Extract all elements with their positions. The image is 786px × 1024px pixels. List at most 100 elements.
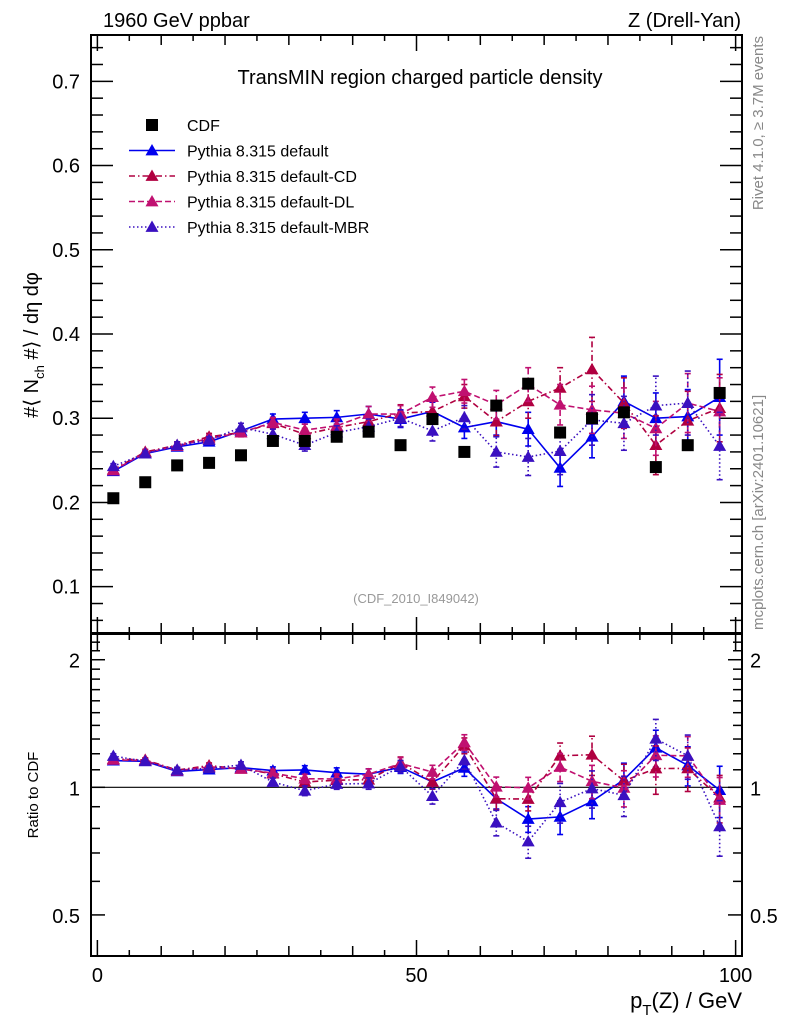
- series-pythia-8-315-default-dl-point: [362, 407, 376, 419]
- series-pythia-8-315-default-mbr-point: [170, 438, 184, 451]
- series-pythia-8-315-default-dl-ratio-point: [713, 793, 727, 805]
- cdf-data-point: [649, 461, 662, 474]
- x-tick-label: 50: [405, 965, 427, 987]
- series-pythia-8-315-default-mbr-point: [425, 424, 439, 436]
- cdf-data-point: [458, 445, 471, 458]
- legend-label: Pythia 8.315 default: [187, 144, 329, 161]
- series-pythia-8-315-default-mbr-point: [106, 459, 120, 472]
- cdf-data-point: [617, 406, 630, 419]
- cdf-data-point: [586, 412, 599, 425]
- ratio-y-tick-label: 0.5: [52, 906, 80, 928]
- ratio-y-tick-label-right: 1: [750, 778, 761, 800]
- series-pythia-8-315-default-cd-line: [112, 368, 720, 471]
- series-pythia-8-315-default-mbr-ratio-point: [617, 788, 631, 801]
- y-tick-label: 0.7: [52, 71, 80, 93]
- series-pythia-8-315-default-mbr-ratio-point: [425, 789, 439, 802]
- series-pythia-8-315-default-mbr-point: [489, 445, 503, 457]
- cdf-data-point: [394, 439, 407, 452]
- series-pythia-8-315-default-cd-ratio-point: [489, 792, 503, 804]
- series-pythia-8-315-default-mbr-ratio-point: [489, 816, 503, 828]
- main-panel: 0.1 0.2 0.3 0.4 0.5 0.6 0.7: [52, 34, 743, 634]
- cdf-data-point: [681, 439, 694, 452]
- series-pythia-8-315-default-dl-ratio-point: [266, 766, 280, 778]
- cdf-data-point: [171, 459, 184, 472]
- series-pythia-8-315-default-dl-point: [266, 415, 280, 428]
- series-pythia-8-315-default-point: [457, 420, 471, 433]
- series-pythia-8-315-default-dl-ratio-point: [553, 760, 567, 772]
- series-pythia-8-315-default-ratio-point: [298, 763, 312, 775]
- series-pythia-8-315-default-mbr-ratio-point: [394, 760, 408, 772]
- x-axis-label: pT(Z) / GeV: [630, 988, 742, 1019]
- series-pythia-8-315-default-dl-point: [425, 390, 439, 403]
- series-pythia-8-315-default-mbr-point: [202, 433, 216, 445]
- series-pythia-8-315-default-mbr-ratio-point: [585, 782, 599, 794]
- x-tick-label: 100: [719, 965, 752, 987]
- ratio-y-tick-label-right: 0.5: [750, 906, 778, 928]
- series-pythia-8-315-default-ratio-point: [585, 794, 599, 807]
- cdf-data-point: [713, 386, 726, 399]
- legend-marker-triangle: [145, 195, 159, 207]
- series-pythia-8-315-default-mbr-ratio-point: [681, 749, 695, 761]
- legend-label: Pythia 8.315 default-CD: [187, 169, 357, 186]
- series-pythia-8-315-default-mbr-point: [394, 411, 408, 424]
- series-pythia-8-315-default-mbr-ratio-line: [113, 737, 721, 843]
- series-pythia-8-315-default-dl-ratio-point: [489, 780, 503, 792]
- legend-entry: Pythia 8.315 default-DL: [129, 195, 354, 212]
- series-pythia-8-315-default-dl-ratio-point: [585, 774, 599, 787]
- series-pythia-8-315-default-dl-point: [713, 404, 727, 417]
- analysis-id: (CDF_2010_I849042): [353, 591, 479, 606]
- ratio-y-tick-label: 2: [69, 651, 80, 673]
- legend-marker-triangle: [145, 169, 159, 181]
- series-pythia-8-315-default-mbr-ratio-point: [330, 777, 344, 789]
- legend: CDF Pythia 8.315 default Pythia 8.315 defa…: [129, 118, 369, 237]
- series-pythia-8-315-default-mbr-ratio-point: [234, 758, 248, 770]
- series-pythia-8-315-default-dl-point: [330, 419, 344, 431]
- series-pythia-8-315-default-dl-ratio-point: [457, 735, 471, 748]
- series-pythia-8-315-default-mbr-point: [457, 410, 471, 423]
- series-pythia-8-315-default-point: [330, 410, 344, 423]
- series-pythia-8-315-default-ratio-point: [330, 766, 344, 778]
- series-pythia-8-315-default-mbr-point: [138, 447, 152, 459]
- series-pythia-8-315-default-mbr-ratio-point: [521, 835, 535, 847]
- y-tick-label: 0.1: [52, 577, 80, 599]
- svg-text:pT(Z) / GeV: pT(Z) / GeV: [630, 988, 742, 1019]
- series-pythia-8-315-default-mbr-ratio-point: [362, 776, 376, 789]
- series-pythia-8-315-default-cd-ratio-point: [585, 748, 599, 760]
- series-pythia-8-315-default-dl-ratio-line: [113, 741, 721, 801]
- series-pythia-8-315-default-dl-ratio-point: [649, 748, 663, 761]
- legend-entry: Pythia 8.315 default: [129, 144, 329, 161]
- series-pythia-8-315-default-mbr-ratio-point: [298, 784, 312, 796]
- y-tick-label: 0.2: [52, 492, 80, 514]
- legend-marker-triangle: [145, 220, 159, 232]
- legend-marker-square: [146, 119, 158, 131]
- series-pythia-8-315-default-mbr-point: [521, 450, 535, 462]
- cdf-data-point: [362, 425, 375, 438]
- cdf-data-point: [298, 434, 311, 447]
- series-pythia-8-315-default-mbr-point: [713, 439, 727, 451]
- y-axis-label: #⟨ Nch #⟩ / dη dφ: [21, 272, 47, 418]
- series-pythia-8-315-default-cd-ratio-point: [553, 749, 567, 761]
- cdf-data-point: [490, 399, 503, 412]
- cdf-data-point: [522, 377, 535, 390]
- series-pythia-8-315-default-mbr-ratio-point: [170, 763, 184, 775]
- series-pythia-8-315-default-dl-point: [649, 421, 663, 434]
- legend-label: CDF: [187, 118, 220, 135]
- series-pythia-8-315-default-mbr-point: [649, 399, 663, 411]
- legend-entry: Pythia 8.315 default-CD: [129, 169, 357, 186]
- series-pythia-8-315-default-cd-ratio-line: [113, 744, 721, 800]
- series-pythia-8-315-default-mbr-ratio-point: [649, 732, 663, 744]
- series-pythia-8-315-default-dl-ratio-point: [521, 781, 535, 793]
- cdf-data-point: [107, 492, 120, 505]
- ratio-frame: [90, 633, 743, 957]
- series-pythia-8-315-default-mbr-point: [681, 396, 695, 408]
- series-pythia-8-315-default-dl-ratio-point: [425, 765, 439, 777]
- series-pythia-8-315-default-mbr-ratio-point: [457, 753, 471, 766]
- cdf-data-point: [554, 426, 567, 439]
- legend-entry-cdf: CDF: [146, 118, 220, 135]
- series-pythia-8-315-default-dl-point: [298, 423, 312, 435]
- y-tick-label: 0.6: [52, 156, 80, 178]
- cdf-data-point: [139, 476, 152, 489]
- series-pythia-8-315-default-cd-ratio-point: [425, 775, 439, 787]
- legend-label: Pythia 8.315 default-DL: [187, 195, 354, 212]
- y-tick-label: 0.3: [52, 408, 80, 430]
